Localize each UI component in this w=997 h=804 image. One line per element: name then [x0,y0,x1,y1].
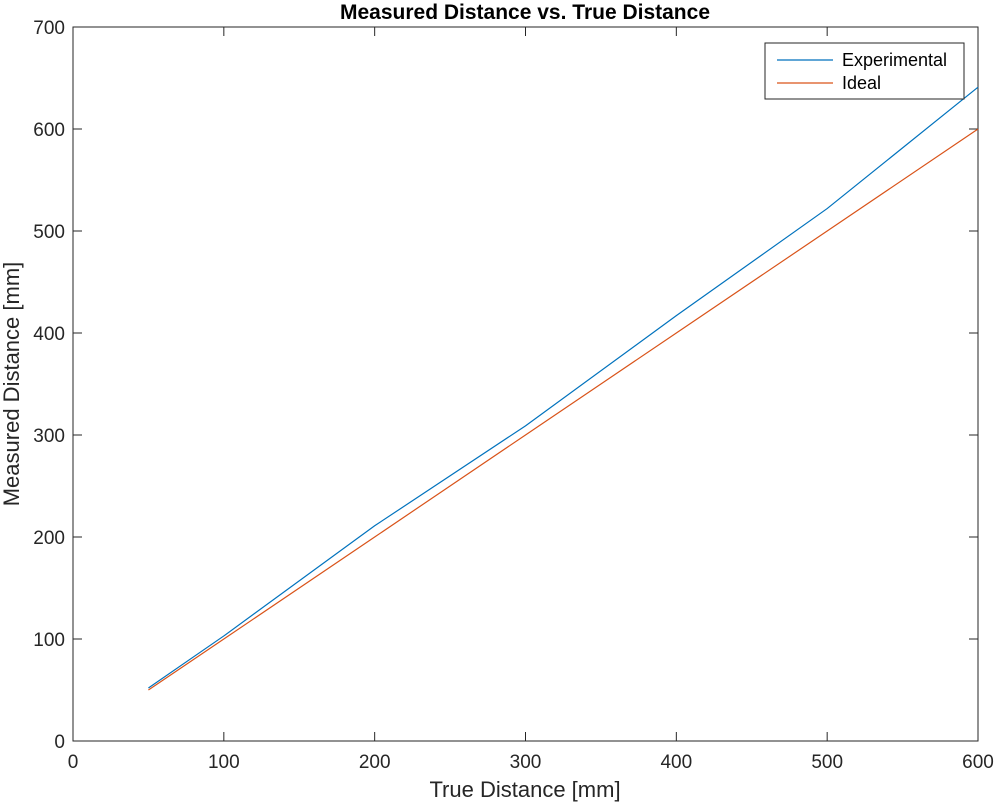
y-tick-label: 700 [33,18,65,39]
x-tick-label: 500 [811,752,843,773]
y-tick-label: 100 [33,630,65,651]
y-tick-label: 600 [33,120,65,141]
legend: Experimental Ideal [764,42,965,100]
legend-label: Experimental [842,50,947,70]
x-tick-label: 200 [359,752,391,773]
y-tick-label: 400 [33,324,65,345]
x-tick-label: 300 [510,752,542,773]
series-line-ideal [148,128,979,691]
legend-label: Ideal [842,73,881,93]
x-axis-title: True Distance [mm] [429,777,620,802]
chart-title: Measured Distance vs. True Distance [340,1,710,24]
series-line-experimental [148,86,979,689]
axis-ticks: 0 100 200 300 400 500 600 0 100 200 300 400 500 600 70… [33,18,994,773]
legend-box [764,42,965,100]
x-tick-label: 0 [68,752,79,773]
plot-area-frame [72,26,979,742]
x-tick-label: 400 [660,752,692,773]
y-tick-label: 0 [54,732,65,753]
y-tick-label: 300 [33,426,65,447]
x-tick-label: 100 [208,752,240,773]
y-tick-label: 200 [33,528,65,549]
x-tick-label: 600 [962,752,994,773]
data-series [148,86,979,691]
y-axis-title: Measured Distance [mm] [0,262,24,507]
y-tick-label: 500 [33,222,65,243]
